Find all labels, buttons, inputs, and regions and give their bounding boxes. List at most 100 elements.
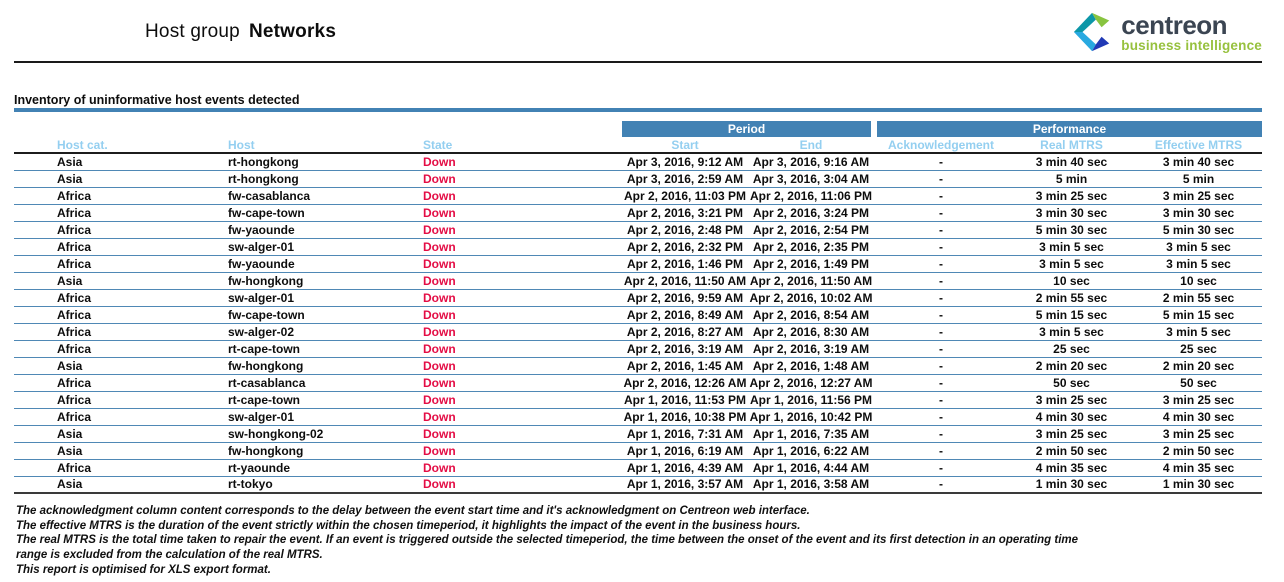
start-cell: Apr 1, 2016, 4:39 AM bbox=[622, 458, 748, 476]
host-category-cell: Asia bbox=[14, 271, 214, 289]
end-cell: Apr 2, 2016, 10:02 AM bbox=[748, 288, 874, 306]
start-cell: Apr 2, 2016, 8:49 AM bbox=[622, 305, 748, 323]
table-row: Asia fw-hongkong Down Apr 2, 2016, 11:50 AM… bbox=[14, 271, 1263, 289]
header-divider bbox=[14, 61, 1262, 63]
effective-mtrs-cell: 3 min 5 sec bbox=[1135, 254, 1263, 272]
acknowledgement-cell: - bbox=[874, 441, 1008, 459]
end-cell: Apr 2, 2016, 3:24 PM bbox=[748, 203, 874, 221]
centreon-c-icon bbox=[1074, 12, 1110, 52]
column-header-acknowledgement: Acknowledgement bbox=[887, 137, 995, 152]
footnote-line: The real MTRS is the total time taken to… bbox=[16, 534, 1079, 547]
host-category-cell: Asia bbox=[14, 424, 214, 442]
end-cell: Apr 1, 2016, 7:35 AM bbox=[748, 424, 874, 442]
state-cell: Down bbox=[409, 169, 622, 187]
effective-mtrs-cell: 4 min 30 sec bbox=[1135, 407, 1263, 425]
real-mtrs-cell: 2 min 20 sec bbox=[1008, 356, 1135, 374]
group-header-performance: Performance bbox=[870, 121, 1263, 137]
group-header-spacer bbox=[14, 121, 622, 137]
host-category-cell: Africa bbox=[14, 203, 214, 221]
host-cell: sw-alger-01 bbox=[214, 288, 409, 306]
real-mtrs-cell: 2 min 50 sec bbox=[1008, 441, 1135, 459]
acknowledgement-cell: - bbox=[874, 356, 1008, 374]
state-cell: Down bbox=[409, 220, 622, 238]
effective-mtrs-cell: 5 min 15 sec bbox=[1135, 305, 1263, 323]
table-row: Asia rt-hongkong Down Apr 3, 2016, 9:12 AM A… bbox=[14, 152, 1263, 170]
effective-mtrs-cell: 10 sec bbox=[1135, 271, 1263, 289]
state-cell: Down bbox=[409, 322, 622, 340]
start-cell: Apr 2, 2016, 1:46 PM bbox=[622, 254, 748, 272]
end-cell: Apr 2, 2016, 2:35 PM bbox=[748, 237, 874, 255]
start-cell: Apr 2, 2016, 11:50 AM bbox=[622, 271, 748, 289]
host-category-cell: Africa bbox=[14, 390, 214, 408]
state-cell: Down bbox=[409, 288, 622, 306]
footnote-line: range is excluded from the calculation o… bbox=[16, 549, 323, 562]
start-cell: Apr 2, 2016, 3:19 AM bbox=[622, 339, 748, 357]
start-cell: Apr 2, 2016, 2:48 PM bbox=[622, 220, 748, 238]
effective-mtrs-cell: 25 sec bbox=[1135, 339, 1263, 357]
table-row: Africa sw-alger-02 Down Apr 2, 2016, 8:27 A… bbox=[14, 322, 1263, 340]
effective-mtrs-cell: 5 min bbox=[1135, 169, 1263, 187]
table-group-header-row: Period Performance bbox=[14, 121, 1263, 137]
acknowledgement-cell: - bbox=[874, 475, 1008, 494]
end-cell: Apr 1, 2016, 6:22 AM bbox=[748, 441, 874, 459]
host-cell: rt-tokyo bbox=[214, 475, 409, 494]
host-category-cell: Africa bbox=[14, 373, 214, 391]
host-cell: fw-yaounde bbox=[214, 220, 409, 238]
start-cell: Apr 2, 2016, 3:21 PM bbox=[622, 203, 748, 221]
effective-mtrs-cell: 3 min 5 sec bbox=[1135, 322, 1263, 340]
table-row: Africa sw-alger-01 Down Apr 2, 2016, 9:59 A… bbox=[14, 288, 1263, 306]
table-row: Africa rt-yaounde Down Apr 1, 2016, 4:39 AM… bbox=[14, 458, 1263, 476]
host-cell: rt-yaounde bbox=[214, 458, 409, 476]
start-cell: Apr 1, 2016, 7:31 AM bbox=[622, 424, 748, 442]
start-cell: Apr 1, 2016, 11:53 PM bbox=[622, 390, 748, 408]
end-cell: Apr 1, 2016, 3:58 AM bbox=[748, 475, 874, 494]
host-category-cell: Africa bbox=[14, 220, 214, 238]
host-category-cell: Africa bbox=[14, 186, 214, 204]
column-header-effective-mtrs: Effective MTRS bbox=[1154, 137, 1243, 152]
host-category-cell: Africa bbox=[14, 288, 214, 306]
effective-mtrs-cell: 4 min 35 sec bbox=[1135, 458, 1263, 476]
host-category-cell: Africa bbox=[14, 305, 214, 323]
table-row: Africa sw-alger-01 Down Apr 1, 2016, 10:38 … bbox=[14, 407, 1263, 425]
host-cell: sw-hongkong-02 bbox=[214, 424, 409, 442]
state-cell: Down bbox=[409, 271, 622, 289]
footnote-line: This report is optimised for XLS export … bbox=[16, 563, 271, 576]
column-header-state: State bbox=[423, 137, 453, 152]
table-row: Africa fw-cape-town Down Apr 2, 2016, 3:21 … bbox=[14, 203, 1263, 221]
host-cell: fw-yaounde bbox=[214, 254, 409, 272]
real-mtrs-cell: 5 min bbox=[1008, 169, 1135, 187]
column-header-real-mtrs: Real MTRS bbox=[1040, 137, 1103, 152]
real-mtrs-cell: 4 min 35 sec bbox=[1008, 458, 1135, 476]
end-cell: Apr 2, 2016, 1:49 PM bbox=[748, 254, 874, 272]
real-mtrs-cell: 5 min 30 sec bbox=[1008, 220, 1135, 238]
table-row: Asia rt-hongkong Down Apr 3, 2016, 2:59 AM A… bbox=[14, 169, 1263, 187]
host-cell: fw-hongkong bbox=[214, 356, 409, 374]
footnote-line: The effective MTRS is the duration of th… bbox=[16, 519, 801, 532]
real-mtrs-cell: 3 min 30 sec bbox=[1008, 203, 1135, 221]
real-mtrs-cell: 50 sec bbox=[1008, 373, 1135, 391]
start-cell: Apr 2, 2016, 9:59 AM bbox=[622, 288, 748, 306]
end-cell: Apr 3, 2016, 3:04 AM bbox=[748, 169, 874, 187]
host-cell: fw-hongkong bbox=[214, 441, 409, 459]
host-cell: rt-cape-town bbox=[214, 339, 409, 357]
acknowledgement-cell: - bbox=[874, 271, 1008, 289]
state-cell: Down bbox=[409, 424, 622, 442]
group-header-period: Period bbox=[622, 121, 874, 137]
section-title: Inventory of uninformative host events d… bbox=[14, 93, 300, 107]
effective-mtrs-cell: 5 min 30 sec bbox=[1135, 220, 1263, 238]
host-category-cell: Africa bbox=[14, 254, 214, 272]
page-title-prefix: Host group bbox=[145, 21, 240, 42]
table-column-header-row: Host cat. Host State Start End Acknowled… bbox=[14, 137, 1262, 153]
table-row: Asia rt-tokyo Down Apr 1, 2016, 3:57 AM Apr … bbox=[14, 475, 1263, 494]
host-category-cell: Asia bbox=[14, 169, 214, 187]
start-cell: Apr 2, 2016, 2:32 PM bbox=[622, 237, 748, 255]
acknowledgement-cell: - bbox=[874, 424, 1008, 442]
real-mtrs-cell: 3 min 5 sec bbox=[1008, 237, 1135, 255]
host-cell: rt-cape-town bbox=[214, 390, 409, 408]
state-cell: Down bbox=[409, 339, 622, 357]
effective-mtrs-cell: 1 min 30 sec bbox=[1135, 475, 1263, 494]
real-mtrs-cell: 3 min 25 sec bbox=[1008, 424, 1135, 442]
page-title-hostgroup: Networks bbox=[248, 21, 337, 42]
host-category-cell: Africa bbox=[14, 339, 214, 357]
